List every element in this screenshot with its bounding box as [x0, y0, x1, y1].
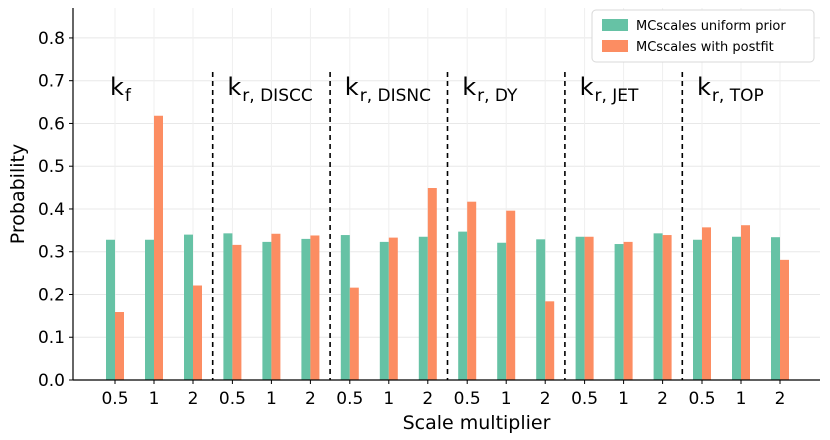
group-label-2: kr, DISNC [345, 73, 431, 106]
y-tick-label: 0.0 [38, 371, 65, 391]
bar-postfit-g0-c1 [154, 115, 163, 381]
x-tick-label: 0.5 [688, 389, 715, 409]
group-label-1: kr, DISCC [227, 73, 312, 106]
bar-prior-g2-c0 [340, 235, 350, 380]
y-tick-label: 0.8 [38, 29, 65, 49]
bar-prior-g4-c0 [575, 236, 585, 380]
y-tick-label: 0.2 [38, 285, 65, 305]
bar-postfit-g5-c0 [702, 227, 711, 380]
x-tick-label: 2 [422, 389, 433, 409]
bar-postfit-g4-c2 [662, 235, 672, 380]
y-tick-label: 0.7 [38, 72, 65, 92]
bar-prior-g1-c0 [223, 233, 233, 380]
x-tick-label: 1 [149, 389, 160, 409]
y-tick-label: 0.4 [38, 200, 65, 220]
bar-postfit-g1-c2 [310, 235, 320, 380]
bar-postfit-g0-c2 [193, 285, 202, 380]
bar-postfit-g4-c0 [584, 236, 594, 380]
group-label-sub-3: r, DY [477, 86, 518, 106]
bar-postfit-g5-c1 [741, 225, 750, 380]
x-tick-label: 0.5 [101, 389, 128, 409]
bar-postfit-g2-c2 [427, 188, 437, 380]
bar-postfit-g2-c1 [388, 237, 398, 380]
y-tick-label: 0.6 [38, 114, 65, 134]
bar-prior-g3-c0 [458, 231, 468, 380]
x-tick-label: 2 [775, 389, 786, 409]
bar-postfit-g5-c2 [780, 259, 789, 380]
group-label-5: kr, TOP [697, 73, 764, 106]
group-label-4: kr, JET [580, 73, 639, 106]
x-tick-label: 0.5 [336, 389, 363, 409]
bar-prior-g5-c1 [732, 236, 741, 380]
bar-prior-g1-c1 [262, 241, 272, 380]
x-tick-label: 2 [305, 389, 316, 409]
group-label-sub-4: r, JET [595, 86, 640, 106]
legend-label-prior: MCscales uniform prior [636, 19, 786, 34]
x-axis-title: Scale multiplier [403, 412, 551, 434]
y-tick-label: 0.1 [38, 328, 65, 348]
x-tick-label: 0.5 [571, 389, 598, 409]
bar-postfit-g1-c1 [271, 233, 281, 380]
bar-postfit-g4-c1 [623, 241, 633, 380]
y-tick-label: 0.5 [38, 157, 65, 177]
bar-prior-g4-c1 [614, 244, 624, 380]
bar-prior-g3-c2 [536, 239, 546, 380]
group-label-sub-2: r, DISNC [360, 86, 431, 106]
group-label-sub-5: r, TOP [712, 86, 764, 106]
x-tick-label: 2 [657, 389, 668, 409]
x-tick-label: 1 [618, 389, 629, 409]
x-tick-label: 0.5 [219, 389, 246, 409]
bar-prior-g0-c1 [145, 239, 154, 380]
y-axis-title: Probability [7, 144, 29, 244]
bar-prior-g4-c2 [653, 233, 663, 380]
bar-postfit-g1-c0 [232, 244, 242, 380]
group-label-3: kr, DY [462, 73, 518, 106]
legend-label-postfit: MCscales with postfit [636, 40, 774, 55]
bar-postfit-g3-c2 [545, 301, 555, 380]
x-tick-label: 1 [736, 389, 747, 409]
legend-box [591, 9, 815, 63]
bar-prior-g5-c2 [771, 237, 780, 380]
bar-prior-g1-c2 [301, 238, 311, 380]
group-label-sub-1: r, DISCC [242, 86, 312, 106]
bar-prior-g0-c2 [184, 234, 193, 380]
bar-prior-g0-c0 [106, 239, 115, 380]
bar-postfit-g2-c0 [349, 287, 359, 380]
bar-postfit-g3-c1 [506, 210, 516, 380]
bar-prior-g2-c2 [418, 236, 428, 380]
bar-postfit-g0-c0 [115, 312, 124, 380]
bar-prior-g3-c1 [497, 242, 507, 380]
legend-swatch-postfit [602, 40, 628, 52]
x-tick-label: 0.5 [454, 389, 481, 409]
x-tick-label: 1 [501, 389, 512, 409]
group-label-0: kf [110, 73, 132, 106]
x-tick-label: 2 [540, 389, 551, 409]
bar-prior-g2-c1 [379, 241, 389, 380]
x-tick-label: 2 [188, 389, 199, 409]
x-tick-label: 1 [266, 389, 277, 409]
x-tick-label: 1 [383, 389, 394, 409]
bar-postfit-g3-c0 [467, 201, 477, 380]
bar-prior-g5-c0 [693, 239, 702, 380]
legend-swatch-prior [602, 19, 628, 31]
group-label-sub-0: f [125, 86, 132, 106]
y-tick-label: 0.3 [38, 243, 65, 263]
